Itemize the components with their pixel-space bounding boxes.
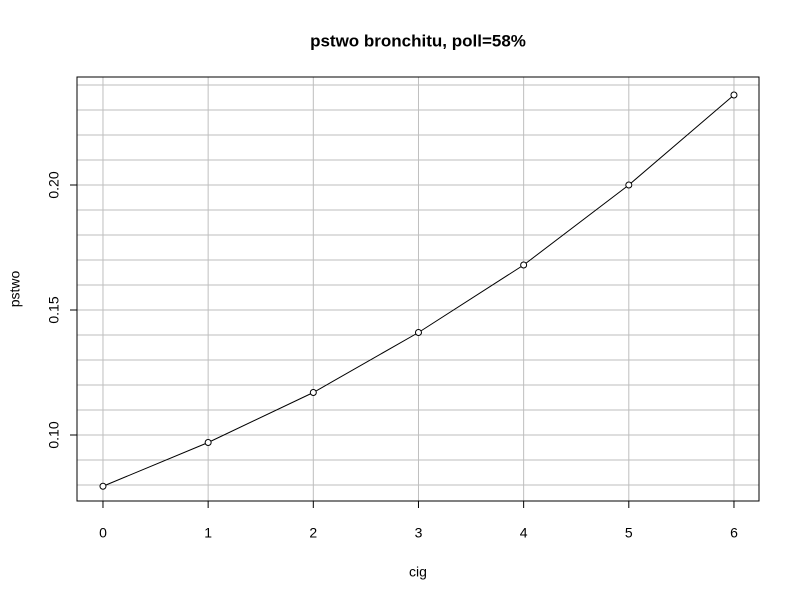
x-axis-label: cig bbox=[409, 564, 427, 580]
y-axis-label: pstwo bbox=[7, 271, 23, 308]
x-tick-label: 3 bbox=[415, 525, 423, 541]
chart-title: pstwo bronchitu, poll=58% bbox=[310, 31, 526, 50]
x-tick-label: 4 bbox=[520, 525, 528, 541]
x-tick-label: 6 bbox=[730, 525, 738, 541]
data-point bbox=[625, 181, 633, 189]
data-point bbox=[414, 329, 422, 336]
x-tick-label: 5 bbox=[625, 525, 633, 541]
x-tick-label: 0 bbox=[99, 525, 107, 541]
y-tick-label: 0.10 bbox=[46, 421, 62, 448]
data-point bbox=[309, 389, 317, 396]
y-tick-label: 0.20 bbox=[46, 171, 62, 198]
data-point bbox=[520, 261, 528, 269]
x-tick-label: 1 bbox=[204, 525, 212, 541]
x-tick-label: 2 bbox=[309, 525, 317, 541]
data-point bbox=[204, 439, 212, 446]
y-tick-label: 0.15 bbox=[46, 296, 62, 323]
data-point bbox=[99, 482, 107, 490]
data-point bbox=[730, 91, 738, 99]
